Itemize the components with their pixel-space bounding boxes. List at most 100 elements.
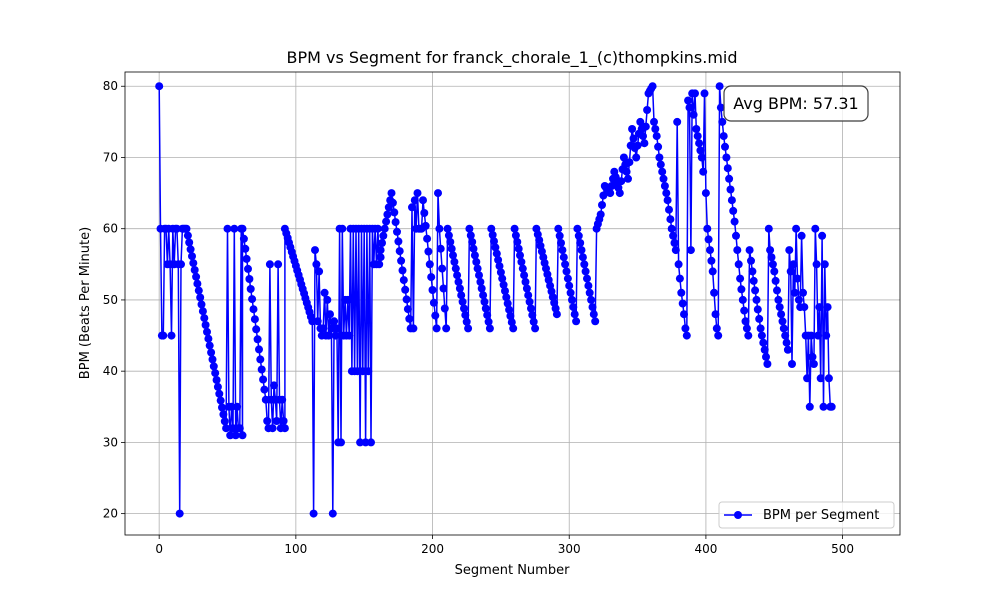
- data-point: [782, 338, 791, 347]
- data-point: [473, 264, 482, 273]
- data-point: [313, 317, 322, 326]
- data-point: [803, 374, 812, 383]
- data-point: [477, 284, 486, 293]
- data-point: [521, 277, 530, 286]
- data-point: [568, 295, 576, 304]
- data-point: [204, 334, 213, 343]
- data-point: [527, 304, 535, 313]
- data-point: [231, 431, 240, 440]
- data-point: [742, 324, 751, 333]
- data-point: [793, 274, 802, 283]
- data-point: [518, 264, 527, 273]
- data-point: [522, 284, 531, 293]
- data-point: [468, 238, 477, 246]
- data-point: [812, 260, 821, 269]
- data-point: [599, 191, 608, 200]
- data-point: [629, 134, 638, 143]
- data-point: [726, 185, 735, 194]
- y-tick-label: 40: [103, 364, 118, 378]
- data-point: [327, 324, 336, 333]
- data-point: [330, 317, 339, 326]
- data-point: [659, 174, 668, 183]
- data-point: [382, 217, 391, 226]
- data-point: [707, 256, 716, 265]
- data-point: [502, 293, 511, 302]
- data-point: [678, 299, 687, 308]
- data-point: [800, 303, 809, 312]
- data-point: [719, 132, 728, 141]
- data-point: [241, 244, 250, 253]
- data-point: [449, 251, 457, 260]
- data-point: [222, 424, 231, 433]
- data-point: [760, 345, 769, 354]
- data-point: [680, 310, 688, 319]
- data-point: [403, 305, 412, 314]
- y-axis-label: BPM (Beats Per Minute): [78, 227, 93, 379]
- data-point: [393, 227, 401, 236]
- data-point: [208, 355, 217, 364]
- data-point: [511, 231, 520, 240]
- data-point: [625, 158, 634, 167]
- data-point: [671, 246, 680, 255]
- data-point: [663, 196, 672, 205]
- data-point: [774, 295, 783, 304]
- data-point: [175, 509, 184, 518]
- data-point: [716, 103, 725, 112]
- data-point: [781, 331, 790, 340]
- data-point: [435, 224, 444, 233]
- data-point: [190, 266, 199, 274]
- data-point: [496, 268, 505, 277]
- data-point: [711, 310, 720, 319]
- data-point: [450, 257, 459, 266]
- data-point: [425, 260, 434, 269]
- data-point: [757, 331, 766, 340]
- data-point: [624, 174, 632, 183]
- data-point: [402, 295, 411, 304]
- data-point: [235, 424, 244, 433]
- data-point: [375, 260, 384, 269]
- data-point: [734, 260, 743, 269]
- data-point: [506, 312, 515, 320]
- data-point: [768, 260, 777, 269]
- data-point: [658, 167, 667, 176]
- data-point: [665, 205, 673, 214]
- annotation-box: [723, 85, 869, 122]
- data-point: [562, 267, 571, 276]
- data-point: [815, 303, 824, 312]
- data-point: [759, 338, 768, 347]
- data-point: [172, 224, 181, 233]
- data-point: [729, 206, 738, 215]
- data-point: [700, 89, 709, 98]
- data-point: [655, 153, 664, 162]
- data-point: [461, 311, 470, 320]
- data-point: [376, 246, 385, 255]
- data-point: [583, 274, 591, 283]
- data-point: [692, 125, 701, 133]
- data-point: [182, 224, 191, 233]
- x-tick-label: 100: [284, 542, 307, 556]
- data-point: [196, 293, 205, 302]
- data-point: [309, 509, 318, 518]
- data-point: [632, 153, 641, 162]
- data-point: [689, 110, 698, 119]
- data-point: [816, 374, 825, 383]
- data-point: [457, 291, 466, 300]
- data-point: [648, 82, 657, 91]
- series-layer: [155, 82, 836, 518]
- legend-entry-label: BPM per Segment: [763, 508, 879, 523]
- legend-marker-swatch: [734, 511, 742, 519]
- data-point: [797, 231, 806, 240]
- data-point: [193, 279, 202, 288]
- data-point: [256, 355, 265, 364]
- data-point: [697, 153, 706, 162]
- data-point: [454, 277, 463, 286]
- data-point: [159, 331, 168, 340]
- data-point: [764, 224, 773, 233]
- data-point: [721, 142, 729, 151]
- data-point: [766, 246, 775, 255]
- data-point: [226, 431, 235, 440]
- data-point: [268, 424, 277, 433]
- data-point: [324, 331, 333, 340]
- data-point: [779, 324, 788, 333]
- x-tick-label: 500: [831, 542, 854, 556]
